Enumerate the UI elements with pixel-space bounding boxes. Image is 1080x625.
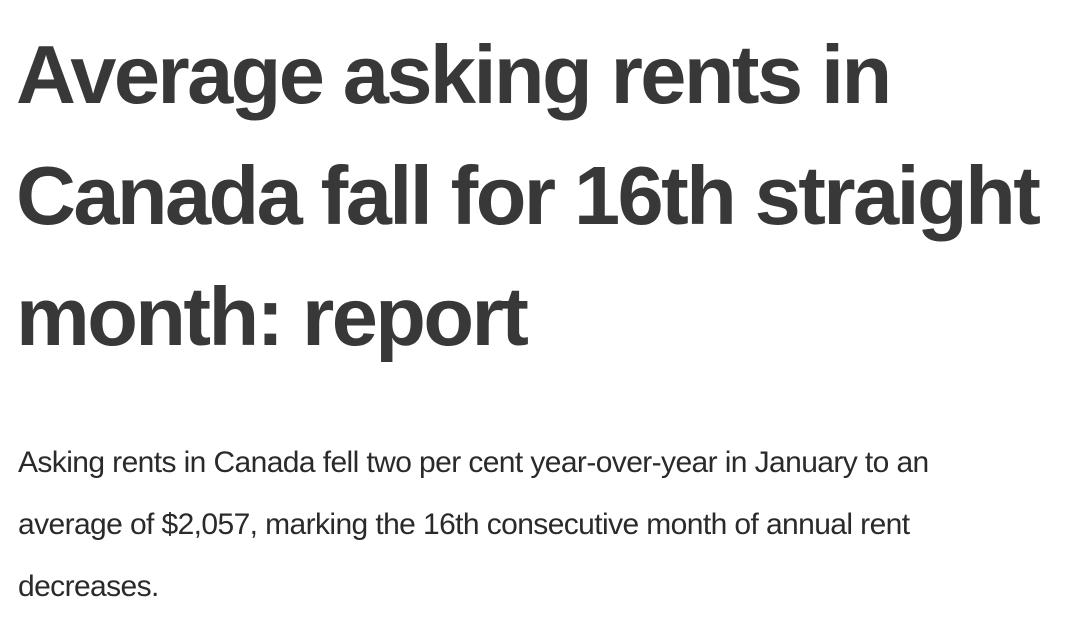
article-summary: Asking rents in Canada fell two per cent…	[18, 446, 929, 603]
article-headline: Average asking rents in Canada fall for …	[16, 28, 1041, 363]
